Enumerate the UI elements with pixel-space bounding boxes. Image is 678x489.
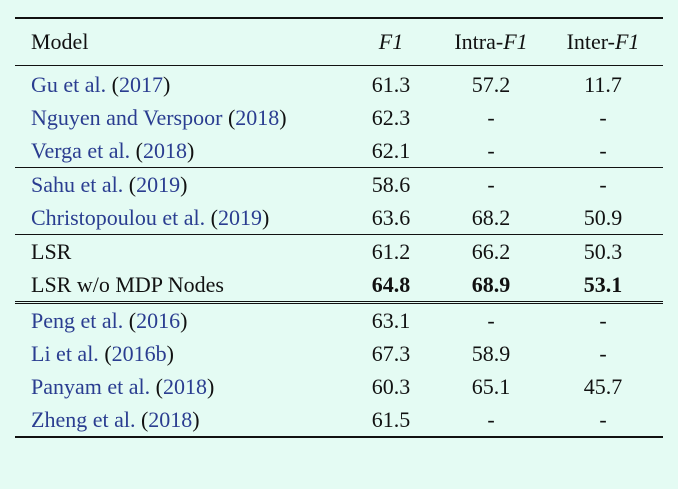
citation-year[interactable]: 2018 (143, 138, 187, 163)
citation-year[interactable]: 2018 (148, 407, 193, 432)
model-cell: Panyam et al. (2018) (31, 374, 215, 399)
header-intra-f1: Intra-F1 (439, 17, 543, 66)
inter-f1-cell: - (599, 341, 607, 366)
model-cell: Zheng et al. (2018) (15, 403, 343, 438)
citation-name[interactable]: Panyam et al. (31, 374, 151, 399)
citation-year[interactable]: 2017 (118, 72, 163, 97)
intra-f1-cell-best: 68.9 (471, 272, 511, 297)
intra-f1-cell: 58.9 (471, 341, 511, 366)
inter-f1-cell: - (543, 403, 663, 438)
f1-cell: 62.1 (371, 138, 411, 163)
table-row: Nguyen and Verspoor (2018) 62.3 - - (15, 101, 663, 134)
model-cell: Nguyen and Verspoor (2018) (31, 105, 287, 130)
f1-cell: 63.1 (343, 301, 439, 337)
header-f1: F1 (343, 17, 439, 66)
intra-f1-cell: - (439, 403, 543, 438)
f1-cell: 60.3 (371, 374, 411, 399)
model-cell: Li et al. (2016b) (31, 341, 174, 366)
intra-f1-cell: - (487, 105, 495, 130)
citation-name[interactable]: Nguyen and Verspoor (31, 105, 223, 130)
inter-f1-cell: - (599, 138, 607, 163)
model-cell: Gu et al. (2017) (31, 72, 171, 97)
inter-f1-cell: - (543, 301, 663, 337)
citation-name[interactable]: Gu et al. (31, 72, 107, 97)
intra-f1-cell: 68.2 (471, 205, 511, 230)
f1-cell: 58.6 (343, 167, 439, 201)
inter-f1-cell: - (543, 167, 663, 201)
table-row: LSR w/o MDP Nodes 64.8 68.9 53.1 (15, 268, 663, 303)
intra-f1-cell: 66.2 (439, 234, 543, 268)
citation-name[interactable]: Christopoulou et al. (31, 205, 206, 230)
header-intra-f1-italic: F1 (503, 29, 528, 54)
inter-f1-cell: 50.3 (543, 234, 663, 268)
inter-f1-cell: - (599, 105, 607, 130)
citation-year[interactable]: 2019 (217, 205, 262, 230)
model-cell: Sahu et al. (2019) (15, 167, 343, 201)
table-row: Christopoulou et al. (2019) 63.6 68.2 50… (15, 201, 663, 235)
citation-name[interactable]: Zheng et al. (31, 407, 136, 432)
table-row: LSR 61.2 66.2 50.3 (15, 234, 663, 268)
f1-cell: 61.5 (343, 403, 439, 438)
citation-name[interactable]: Verga et al. (31, 138, 131, 163)
f1-cell: 61.2 (343, 234, 439, 268)
table-row: Sahu et al. (2019) 58.6 - - (15, 167, 663, 201)
model-cell: Peng et al. (2016) (15, 301, 343, 337)
citation-year[interactable]: 2018 (162, 374, 207, 399)
inter-f1-cell: 11.7 (584, 72, 622, 97)
header-inter-f1-italic: F1 (614, 29, 640, 54)
model-name: LSR w/o MDP Nodes (31, 272, 224, 297)
table-row: Verga et al. (2018) 62.1 - - (15, 134, 663, 168)
header-inter-prefix: Inter- (566, 29, 615, 54)
citation-year[interactable]: 2019 (136, 172, 181, 197)
f1-cell: 61.3 (371, 72, 411, 97)
model-cell: Verga et al. (2018) (31, 138, 195, 163)
inter-f1-cell: 45.7 (583, 374, 623, 399)
citation-year[interactable]: 2018 (235, 105, 280, 130)
citation-year[interactable]: 2016 (136, 308, 181, 333)
intra-f1-cell: - (439, 167, 543, 201)
table-row: Panyam et al. (2018) 60.3 65.1 45.7 (15, 370, 663, 403)
table-row: Zheng et al. (2018) 61.5 - - (15, 403, 663, 438)
f1-cell: 67.3 (371, 341, 411, 366)
table-row: Gu et al. (2017) 61.3 57.2 11.7 (15, 66, 663, 102)
model-cell: Christopoulou et al. (2019) (31, 205, 270, 230)
intra-f1-cell: 57.2 (471, 72, 511, 97)
inter-f1-cell-best: 53.1 (583, 272, 623, 297)
results-table: Model F1 Intra-F1 Inter-F1 Gu et al. (20… (15, 17, 663, 438)
table-row: Peng et al. (2016) 63.1 - - (15, 301, 663, 337)
header-intra-prefix: Intra- (454, 29, 504, 54)
citation-year[interactable]: 2016b (111, 341, 167, 366)
intra-f1-cell: - (487, 138, 495, 163)
intra-f1-cell: 65.1 (471, 374, 511, 399)
header-model: Model (15, 17, 343, 66)
inter-f1-cell: 50.9 (583, 205, 623, 230)
citation-name[interactable]: Li et al. (31, 341, 99, 366)
table-header-row: Model F1 Intra-F1 Inter-F1 (15, 17, 663, 66)
citation-name[interactable]: Sahu et al. (31, 172, 124, 197)
model-name: LSR (15, 234, 343, 268)
f1-cell-best: 64.8 (371, 272, 411, 297)
f1-cell: 63.6 (371, 205, 411, 230)
f1-cell: 62.3 (371, 105, 411, 130)
citation-name[interactable]: Peng et al. (31, 308, 124, 333)
table-row: Li et al. (2016b) 67.3 58.9 - (15, 337, 663, 370)
header-f1-italic: F1 (378, 29, 404, 54)
intra-f1-cell: - (439, 301, 543, 337)
header-inter-f1: Inter-F1 (543, 17, 663, 66)
